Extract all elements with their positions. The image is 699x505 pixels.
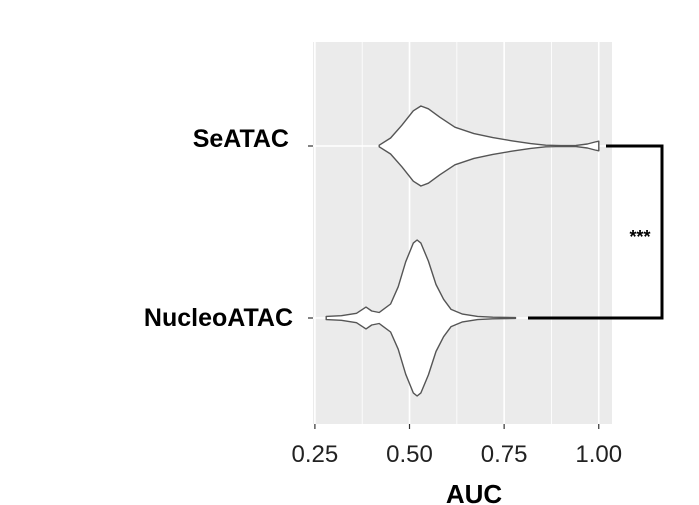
plot-panel	[313, 42, 612, 424]
violin-seatac	[378, 105, 600, 187]
x-tick-label-0.25: 0.25	[292, 441, 339, 468]
x-tick-label-0.75: 0.75	[481, 441, 528, 468]
violins	[325, 105, 600, 397]
significance-bracket	[528, 144, 664, 320]
x-axis-title: AUC	[446, 479, 503, 505]
axis-ticks	[308, 145, 600, 429]
category-label-nucleoatac: NucleoATAC	[144, 304, 293, 332]
x-tick-label-1.00: 1.00	[575, 441, 622, 468]
category-label-seatac: SeATAC	[193, 125, 289, 153]
x-tick-label-0.50: 0.50	[386, 441, 433, 468]
violin-nucleoatac	[325, 239, 517, 397]
significance-label: ***	[629, 227, 650, 247]
